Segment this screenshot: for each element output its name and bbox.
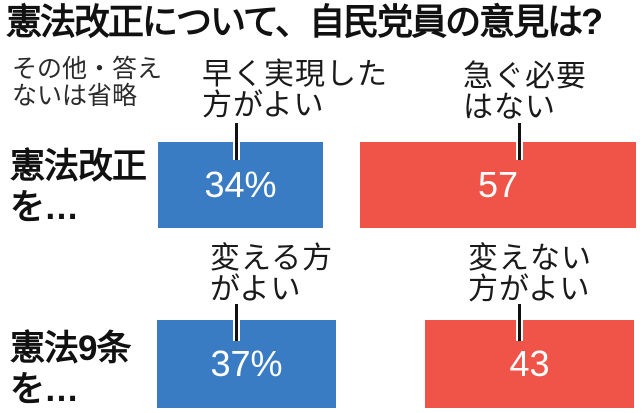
bar-revision-agree: 34%: [158, 142, 323, 228]
leader-line: [516, 123, 523, 160]
bar-value: 43: [509, 343, 550, 384]
answer-label-keep: 変えない 方がよい: [468, 242, 592, 306]
chart-title: 憲法改正について、自民党員の意見は?: [6, 1, 603, 42]
omission-note-line1: その他・答え: [12, 55, 163, 83]
leader-line: [516, 304, 523, 341]
answer-label-realize-soon: 早く実現した 方がよい: [202, 58, 388, 122]
leader-line: [233, 123, 240, 160]
answer-label-change: 変える方 がよい: [210, 242, 334, 306]
bar-revision-no-hurry: 57: [360, 142, 636, 228]
bar-value: 34%: [204, 164, 277, 205]
omission-note-line2: ないは省略: [12, 82, 138, 110]
bar-value: 37%: [210, 343, 283, 384]
topic-label-article9: 憲法9条 を…: [10, 329, 131, 409]
leader-line: [233, 304, 240, 341]
bar-value: 57: [477, 164, 519, 205]
answer-label-no-hurry: 急ぐ必要 はない: [463, 60, 587, 124]
topic-label-constitutional-revision: 憲法改正 を…: [10, 147, 147, 227]
bar-article9-change: 37%: [157, 320, 336, 408]
omission-note: その他・答え ないは省略: [12, 56, 162, 110]
bar-article9-keep: 43: [425, 320, 634, 408]
